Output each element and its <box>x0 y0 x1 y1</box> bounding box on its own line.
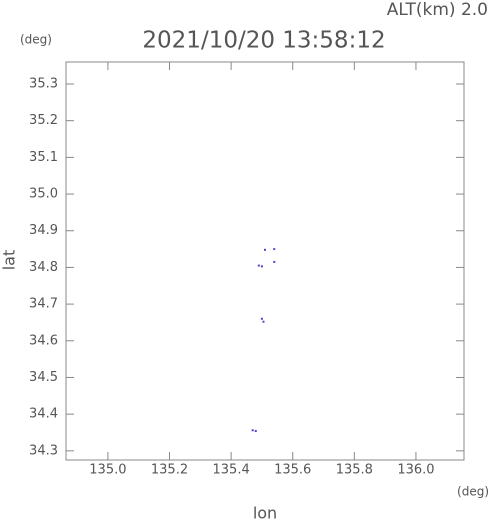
point <box>257 264 260 267</box>
altitude-label: ALT(km) 2.0 <box>387 0 488 20</box>
y-tick-label: 34.5 <box>29 370 58 385</box>
y-tick-label: 35.0 <box>29 187 58 202</box>
y-unit: (deg) <box>20 33 52 47</box>
chart-title: 2021/10/20 13:58:12 <box>142 28 385 54</box>
y-tick-label: 34.8 <box>29 260 58 275</box>
point <box>254 430 257 433</box>
x-axis-label: lon <box>253 504 277 521</box>
y-tick-label: 34.9 <box>29 223 58 238</box>
y-tick-label: 34.4 <box>29 407 58 422</box>
point <box>264 248 266 251</box>
y-tick-label: 35.2 <box>29 113 58 128</box>
x-tick-label: 135.0 <box>89 463 126 478</box>
x-unit: (deg) <box>457 485 489 499</box>
x-tick-label: 136.0 <box>397 463 434 478</box>
y-tick-label: 35.1 <box>29 150 58 165</box>
x-tick-label: 135.2 <box>151 463 188 478</box>
point <box>260 317 263 320</box>
point <box>273 248 276 251</box>
point <box>273 260 276 263</box>
y-tick-label: 34.6 <box>29 333 58 348</box>
plot-frame <box>65 61 465 461</box>
y-tick-label: 34.7 <box>29 297 58 312</box>
point <box>260 265 263 268</box>
y-tick-label: 35.3 <box>29 77 58 92</box>
x-tick-label: 135.8 <box>336 463 373 478</box>
point <box>262 320 265 323</box>
y-axis-label: lat <box>0 250 19 271</box>
x-tick-label: 135.6 <box>274 463 311 478</box>
x-tick-label: 135.4 <box>213 463 250 478</box>
point <box>251 429 254 432</box>
y-tick-label: 34.3 <box>29 443 58 458</box>
